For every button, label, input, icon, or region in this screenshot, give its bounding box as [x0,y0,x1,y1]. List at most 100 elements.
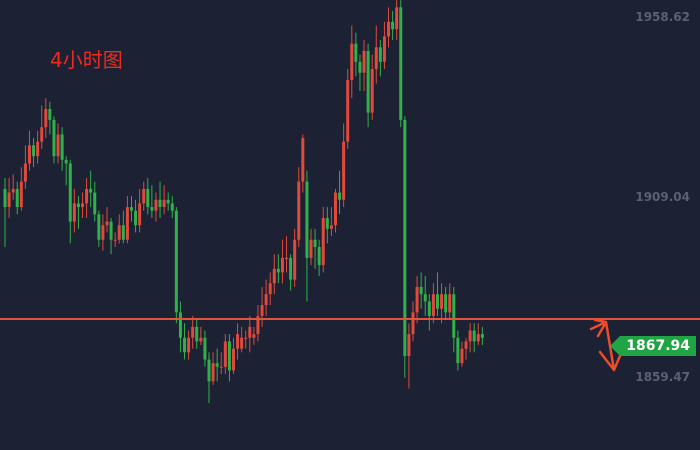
chart-title: 4小时图 [50,48,123,72]
candle-body [195,326,199,342]
candle [407,323,411,389]
candle [199,326,203,346]
candle-body [325,217,329,229]
candle [40,105,44,149]
candle [366,43,370,128]
candle [301,134,305,193]
candle [146,178,150,215]
candle [297,167,301,247]
candle [36,130,40,164]
candle [187,330,191,360]
candle-body [23,163,27,182]
candle-body [476,334,480,342]
candle [440,283,444,324]
candle-body [64,159,68,164]
candle [19,167,23,211]
candle-body [338,192,342,200]
candle-body [129,207,133,211]
candle [231,337,235,375]
candle [374,25,378,84]
candle [354,32,358,77]
candle-body [215,363,219,367]
candle [27,130,31,171]
candle-body [468,330,472,342]
candle-body [435,294,439,309]
candle-body [81,203,85,208]
candle [32,138,36,168]
candle [444,286,448,320]
candle [387,7,391,48]
candle-body [178,312,182,338]
candle [329,207,333,237]
candle [460,341,464,367]
candle-body [366,50,370,113]
candle [244,330,248,349]
candle-body [333,192,337,226]
candle [227,334,231,382]
candle [191,315,195,349]
candle-body [354,43,358,62]
candle-body [101,225,105,240]
candle-body [370,69,374,113]
candle-body [191,326,195,338]
candle-body [293,239,297,280]
candle-body [150,207,154,211]
candle [391,10,395,41]
candle [3,178,7,247]
candle-body [52,119,56,157]
candle-body [431,294,435,316]
candle-body [260,305,264,316]
candle-body [56,134,60,157]
candle [333,188,337,233]
candle-body [472,330,476,342]
candle-body [72,203,76,222]
candle-body [248,326,252,338]
candle-body [419,286,423,295]
candle [305,170,309,302]
candle [89,170,93,208]
candle-body [378,47,382,62]
candle-body [199,337,203,342]
candle-body [391,21,395,30]
candle [223,334,227,375]
candle-body [403,119,407,356]
candle-body [358,61,362,73]
candle [85,178,89,218]
candle-body [480,334,484,338]
candle-body [36,141,40,157]
candle-body [387,21,391,37]
candle [276,254,280,284]
candle [350,25,354,99]
candle-body [146,188,150,208]
candle [60,127,64,171]
candle-body [301,138,305,182]
candle-body [60,134,64,160]
candle-body [7,192,11,208]
candle-body [236,334,240,349]
candle-body [134,210,138,226]
candle-body [411,312,415,335]
candle-body [440,294,444,309]
candle-body [280,257,284,273]
candle-body [223,341,227,367]
candle-body [32,145,36,157]
y-tick-label-middle: 1909.04 [635,190,690,204]
candle [448,283,452,320]
candle-body [3,188,7,208]
candle-body [276,268,280,273]
candle-body [97,214,101,240]
candle [272,254,276,295]
candle [456,330,460,371]
candle-body [93,192,97,215]
candle-body [362,50,366,73]
candle [240,326,244,353]
candle [203,330,207,367]
candle [342,123,346,208]
candle-body [374,47,378,70]
candle-body [313,239,317,247]
candle-body [89,188,93,193]
candle [178,301,182,353]
candle-body [268,283,272,295]
candle [321,207,325,273]
candle [362,40,366,91]
